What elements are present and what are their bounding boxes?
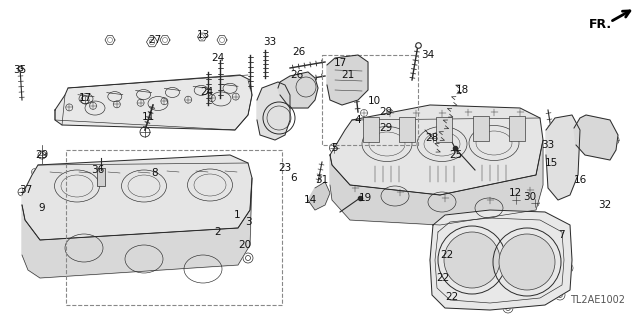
Text: 25: 25 bbox=[449, 150, 463, 160]
Text: 37: 37 bbox=[19, 185, 33, 195]
Polygon shape bbox=[22, 178, 252, 278]
Text: 11: 11 bbox=[141, 112, 155, 122]
Bar bbox=[473, 116, 489, 141]
Bar bbox=[97, 168, 105, 186]
Polygon shape bbox=[327, 55, 368, 105]
Text: 17: 17 bbox=[333, 58, 347, 68]
Text: 3: 3 bbox=[244, 217, 252, 227]
Text: 22: 22 bbox=[445, 292, 459, 302]
Text: 17: 17 bbox=[78, 93, 92, 103]
Text: 34: 34 bbox=[421, 50, 435, 60]
Bar bbox=[436, 117, 452, 142]
Text: 32: 32 bbox=[598, 200, 612, 210]
Text: 28: 28 bbox=[426, 133, 438, 143]
Bar bbox=[363, 117, 379, 142]
Polygon shape bbox=[330, 140, 543, 225]
Text: 21: 21 bbox=[341, 70, 355, 80]
Text: 26: 26 bbox=[291, 70, 303, 80]
Circle shape bbox=[444, 232, 500, 288]
Text: 13: 13 bbox=[196, 30, 210, 40]
Text: 22: 22 bbox=[436, 273, 450, 283]
Text: 5: 5 bbox=[331, 143, 337, 153]
Polygon shape bbox=[278, 72, 318, 108]
Bar bbox=[509, 116, 525, 141]
Bar bbox=[322, 55, 418, 145]
Text: 26: 26 bbox=[292, 47, 306, 57]
Text: 20: 20 bbox=[239, 240, 252, 250]
Text: 24: 24 bbox=[211, 53, 225, 63]
Text: 10: 10 bbox=[367, 96, 381, 106]
Polygon shape bbox=[55, 75, 252, 130]
Text: 7: 7 bbox=[557, 230, 564, 240]
Polygon shape bbox=[546, 115, 580, 200]
Polygon shape bbox=[574, 115, 618, 160]
Polygon shape bbox=[257, 82, 290, 140]
Text: 31: 31 bbox=[316, 175, 328, 185]
Text: 2: 2 bbox=[214, 227, 221, 237]
Text: TL2AE1002: TL2AE1002 bbox=[570, 295, 625, 305]
Text: 8: 8 bbox=[152, 168, 158, 178]
Text: FR.: FR. bbox=[588, 18, 612, 30]
Text: 35: 35 bbox=[13, 65, 27, 75]
Text: 29: 29 bbox=[380, 123, 392, 133]
Text: 36: 36 bbox=[92, 165, 104, 175]
Text: 19: 19 bbox=[358, 193, 372, 203]
Polygon shape bbox=[308, 182, 330, 210]
Bar bbox=[66, 150, 282, 305]
Text: 29: 29 bbox=[380, 107, 392, 117]
Text: 30: 30 bbox=[524, 192, 536, 202]
Text: 4: 4 bbox=[355, 115, 362, 125]
Circle shape bbox=[499, 234, 555, 290]
Polygon shape bbox=[22, 155, 252, 240]
Text: 1: 1 bbox=[234, 210, 240, 220]
Text: 16: 16 bbox=[573, 175, 587, 185]
Text: 33: 33 bbox=[541, 140, 555, 150]
Text: 9: 9 bbox=[38, 203, 45, 213]
Text: 15: 15 bbox=[545, 158, 557, 168]
Text: 18: 18 bbox=[456, 85, 468, 95]
Text: 29: 29 bbox=[35, 150, 49, 160]
Text: 22: 22 bbox=[440, 250, 454, 260]
Text: 14: 14 bbox=[303, 195, 317, 205]
Polygon shape bbox=[430, 210, 572, 310]
Text: 33: 33 bbox=[264, 37, 276, 47]
Text: 27: 27 bbox=[148, 35, 162, 45]
Text: 12: 12 bbox=[508, 188, 522, 198]
Text: 24: 24 bbox=[200, 87, 214, 97]
Text: 23: 23 bbox=[278, 163, 292, 173]
Text: 6: 6 bbox=[291, 173, 298, 183]
Bar bbox=[399, 117, 415, 142]
Polygon shape bbox=[330, 105, 543, 195]
